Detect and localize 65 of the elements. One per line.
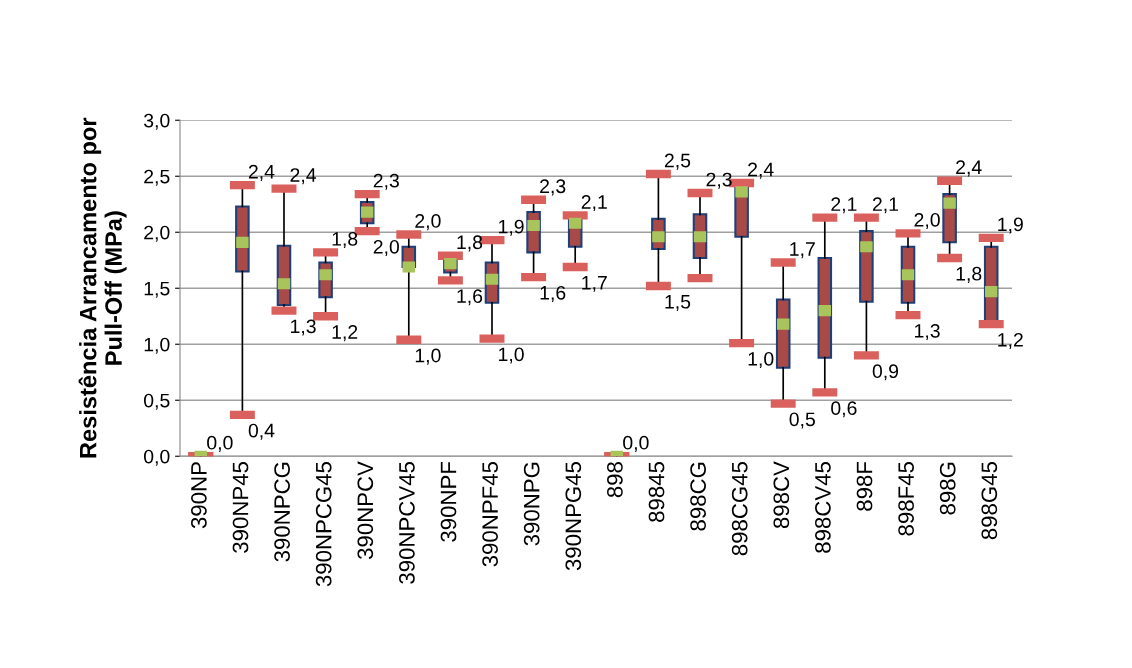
annotation: 1,0 [499,347,524,364]
annotation: 2,0 [415,214,441,231]
annotation: 1,9 [998,217,1023,234]
annotation: 1,9 [499,219,524,236]
x-tick-label: 898CV [773,461,790,529]
x-tick-label: 898F45 [898,462,914,536]
y-tick-label: 1,5 [144,281,170,298]
annotation: 2,4 [956,160,982,177]
x-tick-label: 390NPG [523,462,540,546]
x-tick-label: 390NPCG45 [315,462,332,587]
x-tick-label: 390NP45 [232,462,249,553]
y-axis-title: Resistência Arrancamento por Pull-Off (MPa) [78,117,127,458]
annotation: 0,0 [207,435,233,452]
annotation: 2,1 [872,197,899,214]
x-tick-label: 898CV45 [815,462,831,553]
annotation: 1,3 [915,323,940,341]
annotation: 2,4 [290,168,317,185]
annotation: 1,8 [332,232,358,249]
annotation: 0,9 [872,364,899,381]
annotation: 1,7 [790,242,815,259]
y-tick-label: 0,5 [144,393,170,410]
annotation: 2,3 [373,173,399,190]
annotation: 2,3 [706,172,732,189]
annotation: 1,0 [415,348,441,365]
x-tick-label: 390NPF [440,461,457,542]
x-tick-label: 390NPF45 [482,462,498,567]
x-tick-label: 898 [607,462,623,498]
annotation: 0,4 [248,423,275,440]
y-tick-label: 0,0 [144,449,170,466]
annotation: 1,0 [748,351,774,369]
x-tick-label: 89845 [648,462,665,522]
x-tick-label: 898G45 [981,462,998,540]
annotation: 1,8 [956,266,982,283]
annotation: 0,5 [789,412,815,429]
annotation: 2,5 [664,153,691,170]
x-tick-label: 898CG [690,462,706,531]
x-tick-label: 390NPCG [274,462,290,562]
x-tick-label: 390NP [191,462,207,529]
annotation: 1,3 [291,319,316,336]
annotation: 2,4 [248,164,275,181]
x-tick-label: 898G [939,462,956,515]
y-tick-label: 2,0 [144,225,170,242]
annotation: 1,6 [540,285,566,302]
annotation: 1,2 [332,325,358,342]
annotation: 0,0 [623,435,649,452]
annotation: 1,7 [582,276,607,292]
y-tick-label: 3,0 [143,113,170,130]
annotation: 1,2 [998,332,1023,349]
annotation: 2,4 [748,162,774,179]
x-tick-label: 390NPG45 [565,462,582,571]
annotation: 2,1 [581,195,607,212]
annotation: 2,1 [831,197,857,214]
y-tick-label: 1,0 [144,337,170,354]
annotation: 1,5 [665,295,691,311]
annotation: 2,0 [914,212,940,230]
annotation: 2,3 [540,179,566,196]
annotation: 0,6 [831,401,857,418]
x-tick-label: 898F [856,461,873,511]
annotation: 1,6 [457,289,483,306]
annotation: 1,8 [457,235,483,252]
x-tick-label: 898CG45 [731,462,748,556]
x-tick-label: 390NPCV45 [399,462,415,584]
x-tick-label: 390NPCV [357,461,374,560]
annotation: 2,0 [373,239,400,257]
y-tick-label: 2,5 [144,169,170,186]
